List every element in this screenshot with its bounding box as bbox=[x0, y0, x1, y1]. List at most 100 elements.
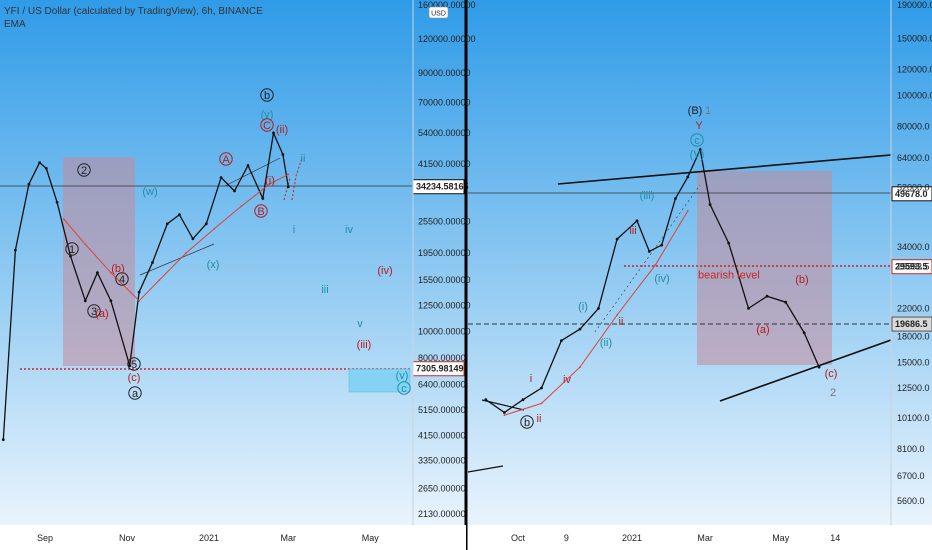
right-wave-circle bbox=[520, 415, 534, 429]
left-wave-label: (ii) bbox=[276, 124, 288, 136]
chart-title: YFI / US Dollar (calculated by TradingVi… bbox=[4, 6, 263, 17]
left-price-point bbox=[38, 161, 41, 165]
currency-badge[interactable]: USD bbox=[428, 6, 449, 19]
left-ema-line bbox=[63, 173, 289, 302]
left-wave-label: (i) bbox=[265, 175, 275, 187]
left-price-point bbox=[128, 364, 132, 368]
left-price-point bbox=[165, 222, 169, 226]
right-wave-label: (a) bbox=[756, 324, 769, 336]
left-wave-label: (a) bbox=[95, 308, 108, 320]
left-wave-label: a bbox=[132, 388, 139, 400]
right-price-point bbox=[698, 148, 702, 152]
left-wave-circle bbox=[115, 272, 129, 286]
right-y-tick-label: 100000.0 bbox=[897, 90, 932, 100]
left-price-point bbox=[272, 131, 275, 135]
left-ema-point bbox=[84, 243, 87, 246]
right-y-tick-label: 15000.0 bbox=[897, 357, 930, 367]
left-price-tag-label: 34234.58165 bbox=[416, 182, 469, 192]
right-price-point bbox=[615, 237, 619, 241]
right-wave-label: iv bbox=[563, 374, 571, 386]
left-y-tick-label: 4150.00000 bbox=[418, 430, 466, 440]
left-y-tick-label: 5150.00000 bbox=[418, 405, 466, 415]
currency-badge-label: USD bbox=[431, 11, 446, 18]
right-price-point bbox=[540, 386, 543, 390]
right-ema-point bbox=[503, 414, 506, 417]
left-wave-circle bbox=[397, 381, 411, 395]
left-wave-label: A bbox=[222, 154, 230, 166]
left-wave-label: (x) bbox=[207, 259, 220, 271]
left-wave-label: iv bbox=[345, 224, 353, 236]
left-y-tick-label: 10000.00000 bbox=[418, 327, 471, 337]
right-y-tick-label: 150000.0 bbox=[897, 33, 932, 43]
right-wave-label: i bbox=[530, 373, 532, 385]
right-y-tick-label: 29593.5 bbox=[897, 262, 930, 272]
right-price-point bbox=[484, 398, 488, 402]
left-projection-lines bbox=[283, 157, 303, 201]
left-ema-point bbox=[185, 252, 188, 254]
left-time-axis-area bbox=[0, 525, 466, 550]
left-wave-circle bbox=[77, 163, 91, 177]
right-y-tick-label: 34000.0 bbox=[897, 242, 930, 252]
right-wave-label: (B) bbox=[688, 105, 703, 117]
left-wave-label: 5 bbox=[131, 359, 137, 371]
left-price-point bbox=[151, 261, 154, 264]
right-ema-point bbox=[579, 366, 581, 368]
left-price-point bbox=[233, 189, 236, 193]
left-y-tick-label: 19500.00000 bbox=[418, 248, 471, 258]
right-correction-box bbox=[697, 171, 832, 365]
right-wave-label: iii bbox=[629, 225, 636, 237]
left-ema-point bbox=[287, 173, 290, 176]
left-price-point bbox=[109, 299, 113, 303]
right-price-point bbox=[747, 307, 750, 310]
right-x-tick-label: May bbox=[772, 533, 790, 543]
right-ema-point bbox=[686, 210, 689, 212]
right-x-tick-label: Oct bbox=[511, 533, 526, 543]
right-price-tag-label: 29593.5 bbox=[895, 262, 928, 272]
right-wave-label: 1 bbox=[705, 105, 711, 117]
right-y-tick-label: 10100.0 bbox=[897, 413, 930, 423]
right-y-tick-label: 52000.0 bbox=[897, 182, 930, 192]
left-wave-label: c bbox=[401, 383, 407, 395]
left-wave-label: (w) bbox=[142, 186, 157, 198]
right-wave-circle bbox=[690, 133, 704, 147]
right-wave-label: (ii) bbox=[600, 337, 612, 349]
left-wave-label: (v) bbox=[396, 370, 409, 382]
left-price-point bbox=[246, 164, 250, 167]
bearish-level-label: bearish level bbox=[698, 270, 760, 282]
left-price-point bbox=[1, 438, 5, 442]
right-x-tick-label: 14 bbox=[830, 533, 840, 543]
left-y-tick-label: 2130.00000 bbox=[418, 509, 466, 519]
left-ema-point bbox=[62, 218, 65, 221]
left-correction-box bbox=[63, 157, 135, 366]
right-price-point bbox=[765, 294, 769, 298]
left-price-point bbox=[281, 153, 285, 156]
left-wave-circle bbox=[65, 242, 79, 256]
left-ema-point bbox=[240, 205, 243, 208]
left-wave-label: 2 bbox=[81, 165, 87, 177]
left-wave-label: (v) bbox=[261, 109, 274, 121]
right-wave-label: (iv) bbox=[654, 273, 669, 285]
left-y-tick-label: 3350.00000 bbox=[418, 456, 466, 466]
left-wave-label: (iii) bbox=[357, 339, 372, 351]
right-y-tick-label: 120000.0 bbox=[897, 65, 932, 75]
left-price-point bbox=[178, 213, 181, 217]
right-price-point bbox=[660, 243, 664, 247]
left-wave-circle bbox=[260, 88, 274, 102]
left-x-tick-label: Nov bbox=[119, 533, 136, 543]
right-ema-point bbox=[654, 263, 657, 266]
right-price-point bbox=[635, 219, 639, 223]
left-wave-label: 4 bbox=[119, 274, 125, 286]
left-price-point bbox=[204, 222, 208, 226]
right-ema-point bbox=[616, 314, 618, 316]
right-channel-line bbox=[594, 184, 701, 333]
right-price-point bbox=[727, 241, 731, 245]
left-price-point bbox=[137, 290, 141, 294]
left-price-point bbox=[27, 182, 31, 186]
right-price-tag bbox=[891, 186, 932, 202]
left-y-tick-label: 25500.00000 bbox=[418, 216, 471, 226]
right-y-tick-label: 12500.0 bbox=[897, 383, 930, 393]
left-price-point bbox=[219, 176, 223, 180]
right-price-point bbox=[647, 250, 651, 253]
